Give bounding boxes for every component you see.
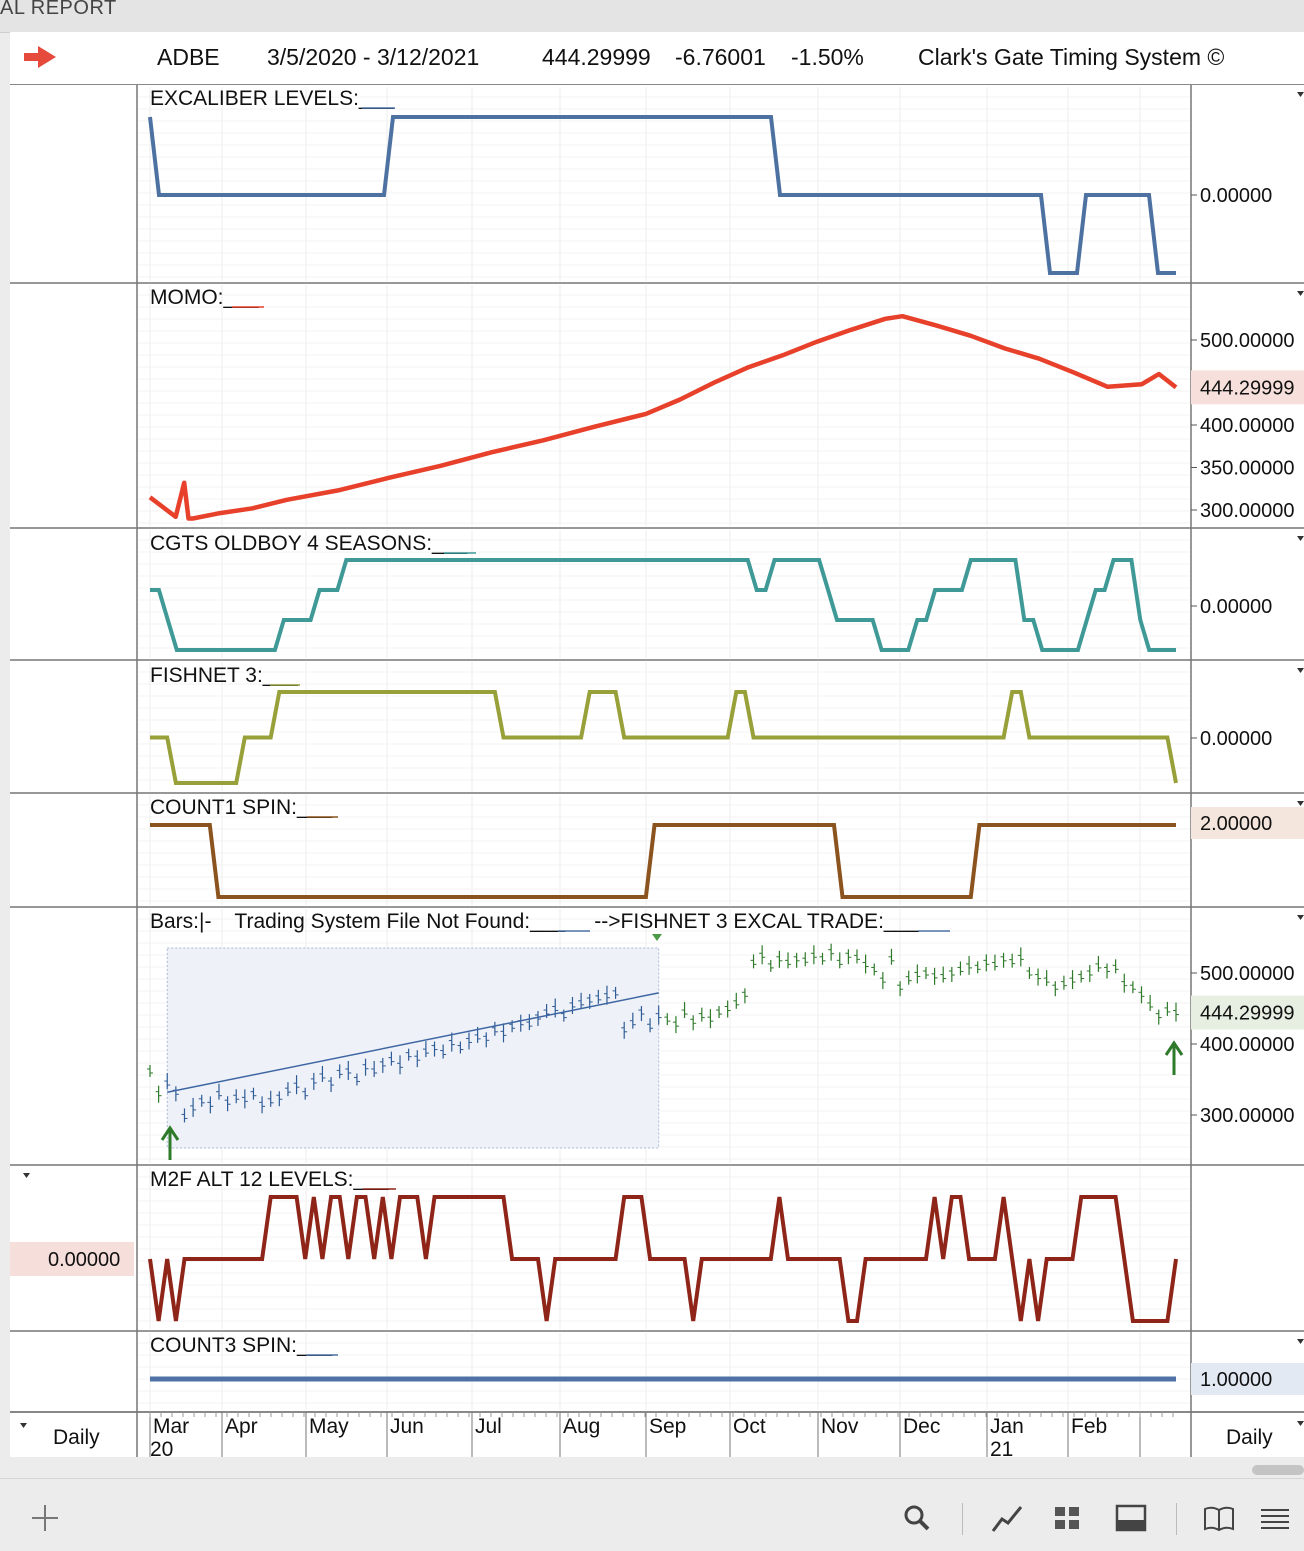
panel-menu-icon: [1297, 1339, 1304, 1344]
symbol-label: ADBE: [157, 44, 220, 70]
list-icon[interactable]: [1258, 1501, 1292, 1535]
momo-tick-label: 400.00000: [1200, 415, 1295, 437]
regression-line: [167, 992, 659, 1094]
bars-last-label: 444.29999: [1200, 1003, 1295, 1025]
month-label: May: [309, 1415, 349, 1438]
line-chart-icon[interactable]: [990, 1501, 1024, 1535]
layout-icon[interactable]: [1114, 1501, 1148, 1535]
bars-title: Bars:|- Trading System File Not Found:__…: [150, 910, 919, 933]
momo-last-label: 444.29999: [1200, 377, 1295, 399]
fishnet-axis-label: 0.00000: [1200, 728, 1272, 750]
month-label: Mar: [153, 1415, 189, 1438]
month-label: Jun: [390, 1415, 424, 1438]
oldboy-title: CGTS OLDBOY 4 SEASONS:___: [150, 532, 467, 555]
window-title: AL REPORT: [0, 0, 117, 19]
window-titlebar: AL REPORT: [0, 0, 1304, 33]
m2f-axis-label: 0.00000: [48, 1249, 120, 1271]
buy-arrow-icon: [160, 1125, 180, 1160]
count3-title: COUNT3 SPIN:___: [150, 1334, 332, 1357]
count1-line: [150, 823, 1176, 899]
momo-tick-label: 350.00000: [1200, 458, 1295, 480]
date-range-label: 3/5/2020 - 3/12/2021: [267, 44, 480, 70]
marker-triangle-icon: [652, 934, 662, 941]
count1-title: COUNT1 SPIN:___: [150, 796, 332, 819]
search-icon[interactable]: [900, 1501, 934, 1535]
oldboy-line: [150, 558, 1176, 652]
interval-menu-icon: [1297, 1421, 1304, 1426]
horizontal-scrollbar[interactable]: [1252, 1465, 1304, 1475]
month-label: Dec: [903, 1415, 940, 1438]
month-label: Aug: [563, 1415, 600, 1438]
panel-menu-icon: [1297, 668, 1304, 673]
buy-arrow-icon: [1164, 1040, 1184, 1075]
chart-area[interactable]: EXCALIBER LEVELS:___ MOMO:___ CGTS OLDBOY …: [10, 85, 1304, 1457]
oldboy-axis-label: 0.00000: [1200, 596, 1272, 618]
red-arrow-icon[interactable]: [22, 44, 58, 70]
m2f-title: M2F ALT 12 LEVELS:___: [150, 1168, 389, 1191]
m2f-line: [148, 1195, 1178, 1323]
plus-icon[interactable]: [28, 1501, 62, 1535]
toolbar-divider: [962, 1503, 963, 1535]
bars-value-box: [1191, 995, 1304, 1030]
panel-menu-icon: [1297, 801, 1304, 806]
interval-label-left[interactable]: Daily: [53, 1426, 100, 1449]
bars-tick-label: 500.00000: [1200, 963, 1295, 985]
count1-value-box: [1191, 807, 1304, 839]
momo-value-box: [1191, 370, 1304, 405]
selection-box: [166, 947, 660, 1149]
excaliber-title: EXCALIBER LEVELS:___: [150, 87, 394, 110]
month-label: Feb: [1071, 1415, 1107, 1438]
month-label: Apr: [225, 1415, 258, 1438]
bars-tick-label: 300.00000: [1200, 1105, 1295, 1127]
grid-icon[interactable]: [1050, 1501, 1084, 1535]
month-label: Sep: [649, 1415, 686, 1438]
panel-menu-icon: [1297, 291, 1304, 296]
year-label: 21: [990, 1438, 1013, 1457]
momo-tick-label: 300.00000: [1200, 500, 1295, 522]
bottom-toolbar: [0, 1478, 1304, 1551]
interval-label-right[interactable]: Daily: [1226, 1426, 1273, 1449]
panel-menu-icon: [1297, 915, 1304, 920]
fishnet-line: [150, 690, 1178, 785]
change-pct-label: -1.50%: [791, 44, 864, 70]
momo-line: [148, 313, 1178, 521]
month-label: Jan: [990, 1415, 1024, 1438]
year-label: 20: [150, 1438, 173, 1457]
fishnet-title: FISHNET 3:___: [150, 664, 298, 687]
month-label: Oct: [733, 1415, 766, 1438]
panel-menu-icon: [1297, 92, 1304, 97]
panel-menu-icon: [1297, 536, 1304, 541]
excaliber-line: [148, 115, 1176, 275]
month-label: Nov: [821, 1415, 859, 1438]
count3-axis-label: 1.00000: [1200, 1369, 1272, 1391]
last-price-label: 444.29999: [542, 44, 651, 70]
bars-tick-label: 400.00000: [1200, 1034, 1295, 1056]
momo-tick-label: 500.00000: [1200, 330, 1295, 352]
m2f-value-box: [10, 1242, 134, 1276]
count1-axis-label: 2.00000: [1200, 813, 1272, 835]
excaliber-axis-label: 0.00000: [1200, 185, 1272, 207]
momo-title: MOMO:___: [150, 286, 259, 309]
change-label: -6.76001: [675, 44, 766, 70]
count3-value-box: [1191, 1363, 1304, 1395]
interval-menu-icon: [20, 1423, 27, 1428]
system-name-label: Clark's Gate Timing System ©: [918, 44, 1225, 70]
toolbar-divider: [1176, 1503, 1177, 1535]
panel-menu-icon: [23, 1173, 30, 1178]
book-icon[interactable]: [1202, 1501, 1236, 1535]
multi-panel-chart[interactable]: EXCALIBER LEVELS:___ MOMO:___ CGTS OLDBOY …: [10, 85, 1304, 1457]
month-label: Jul: [475, 1415, 502, 1438]
chart-header: ADBE 3/5/2020 - 3/12/2021 444.29999 -6.7…: [10, 32, 1304, 85]
